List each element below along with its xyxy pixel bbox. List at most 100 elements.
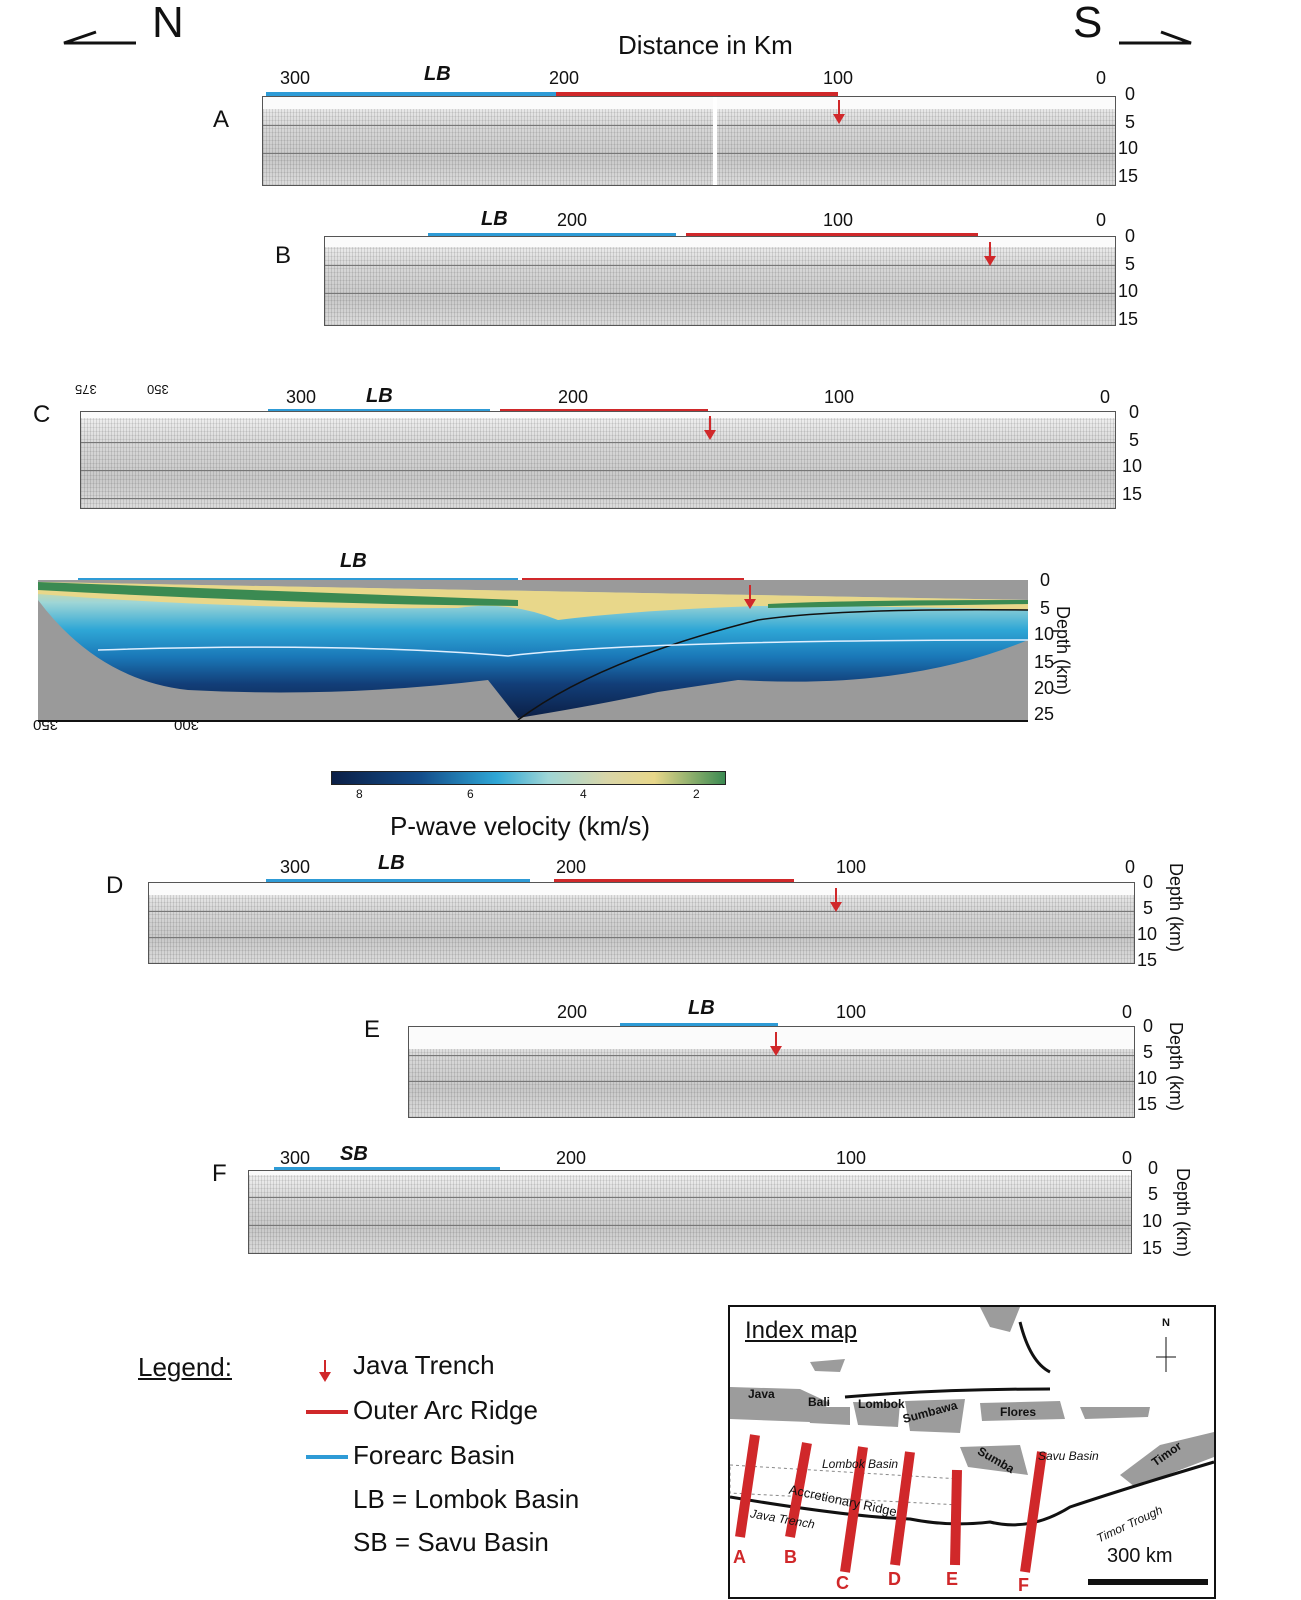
legend-basin-swatch [306,1455,348,1459]
velocity-depth: 25 [1034,704,1055,724]
panel-c-mirrored-tick: 350 [147,382,169,397]
panel-b-depth: 0 [1125,226,1136,246]
map-label-bali: Bali [808,1395,831,1409]
panel-f-basin-label: SB [340,1143,368,1165]
panel-a-depth: 15 [1118,166,1139,186]
panel-f-seismic-profile [248,1170,1132,1254]
panel-d-tick: 200 [556,857,587,877]
panel-e-tick: 0 [1122,1002,1133,1022]
panel-e-depth: 15 [1137,1094,1158,1114]
colorbar-tick: 2 [693,787,700,801]
panel-a-depth: 0 [1125,84,1136,104]
panel-c-tick: 100 [824,387,855,407]
panel-d-depth: 10 [1137,924,1158,944]
index-map-drawing [730,1307,1214,1585]
panel-d-ridge-bar [554,879,794,884]
velocity-depth: 0 [1040,570,1051,590]
map-label-savu-basin: Savu Basin [1038,1449,1099,1463]
panel-a-ridge-bar [556,92,838,97]
panel-d-depth: 15 [1137,950,1158,970]
panel-d-letter: D [106,872,124,899]
panel-e-letter: E [364,1016,381,1043]
map-label-lombok: Lombok [858,1397,905,1411]
panel-f-tick: 0 [1122,1148,1133,1168]
panel-c-depth: 10 [1122,456,1143,476]
south-label: S [1073,0,1103,47]
map-label-lombok-basin: Lombok Basin [822,1457,899,1471]
north-label: N [152,0,184,47]
panel-c-mirrored-tick: 375 [75,382,97,397]
panel-f-letter: F [212,1160,227,1187]
panel-d-depth: 0 [1143,872,1154,892]
velocity-trench-arrow-icon [744,585,756,609]
panel-e-depth: 5 [1143,1042,1154,1062]
panel-f-depth: 10 [1142,1211,1163,1231]
panel-c-tick: 0 [1100,387,1111,407]
panel-b-letter: B [275,242,292,269]
panel-c-tick: 300 [286,387,317,407]
legend-forearc-basin: Forearc Basin [353,1440,515,1470]
panel-f-depth: 5 [1148,1184,1159,1204]
index-map-title: Index map [745,1317,858,1344]
panel-d-depth: 5 [1143,898,1154,918]
panel-c-trench-arrow-icon [704,416,716,440]
panel-a-depth: 10 [1118,138,1139,158]
distance-axis-title: Distance in Km [618,30,793,60]
panel-a-tick: 300 [280,68,311,88]
legend-outer-arc-ridge: Outer Arc Ridge [353,1395,538,1425]
map-scale-label: 300 km [1107,1545,1173,1567]
panel-e-depth-label: Depth (km) [1166,1021,1187,1112]
panel-b-trench-arrow-icon [984,242,996,266]
map-profile-letter: F [1018,1575,1029,1595]
panel-b-depth: 15 [1118,309,1139,329]
panel-e-depth: 0 [1143,1016,1154,1036]
panel-b-tick: 200 [557,210,588,230]
panel-c-letter: C [33,401,51,428]
colorbar-tick: 8 [356,787,363,801]
panel-b-basin-label: LB [481,208,508,230]
panel-a-tick: 0 [1096,68,1107,88]
velocity-model-section [38,580,1028,720]
panel-b-ridge-bar [686,233,978,238]
index-map-north: N [1162,1317,1170,1329]
panel-e-trench-arrow-icon [770,1032,782,1056]
panel-c-depth: 5 [1129,430,1140,450]
panel-c-seismic-profile [80,411,1116,509]
panel-c-depth: 0 [1129,402,1140,422]
panel-d-seismic-profile [148,882,1135,964]
panel-f-tick: 300 [280,1148,311,1168]
panel-b-tick: 100 [823,210,854,230]
map-profile-letter: B [784,1547,797,1567]
panel-c-tick: 200 [558,387,589,407]
legend-java-trench: Java Trench [353,1350,495,1380]
map-profile-letter: A [733,1547,746,1567]
panel-a-tick: 200 [549,68,580,88]
map-label-java: Java [748,1387,775,1401]
panel-b-depth: 10 [1118,281,1139,301]
panel-e-depth: 10 [1137,1068,1158,1088]
panel-d-tick: 100 [836,857,867,877]
legend-sb-definition: SB = Savu Basin [353,1527,549,1557]
map-profile-letter: D [888,1569,901,1589]
panel-e-basin-label: LB [688,997,715,1019]
panel-a-depth: 5 [1125,112,1136,132]
panel-e-forearc-bar [620,1023,778,1028]
panel-f-depth: 15 [1142,1238,1163,1258]
panel-b-forearc-bar [428,233,676,238]
velocity-colorbar [331,771,726,785]
map-label-flores: Flores [1000,1405,1037,1419]
panel-c-basin-label: LB [366,385,393,407]
velocity-depth-label: Depth (km) [1053,605,1074,696]
colorbar-tick: 6 [467,787,474,801]
panel-d-tick: 300 [280,857,311,877]
panel-e-tick: 100 [836,1002,867,1022]
panel-a-basin-label: LB [424,63,451,85]
velocity-depth: 5 [1040,598,1051,618]
panel-f-forearc-bar [274,1167,500,1172]
panel-e-tick: 200 [557,1002,588,1022]
panel-e-seismic-profile [408,1026,1135,1118]
panel-d-tick: 0 [1125,857,1136,877]
velocity-depth: 20 [1034,678,1055,698]
panel-c-depth: 15 [1122,484,1143,504]
panel-f-tick: 100 [836,1148,867,1168]
